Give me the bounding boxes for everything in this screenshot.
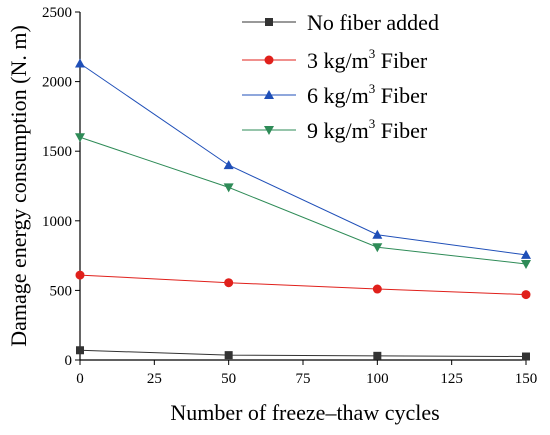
y-ticks: 0 500 1000 1500 2000 2500 xyxy=(42,5,80,369)
data-point xyxy=(224,278,234,288)
series-line xyxy=(79,349,527,358)
data-point xyxy=(372,284,382,294)
data-point xyxy=(223,160,234,170)
legend: No fiber added 3 kg/m3 Fiber 6 kg/m3 Fib… xyxy=(242,10,439,143)
legend-circle-marker xyxy=(264,55,274,65)
data-point xyxy=(372,229,383,239)
data-point xyxy=(224,351,233,360)
legend-label: 3 kg/m3 Fiber xyxy=(307,46,428,73)
series-line xyxy=(79,136,527,265)
y-tick-label: 1500 xyxy=(42,144,72,160)
legend-triangle-down-marker xyxy=(264,126,274,135)
x-tick-label: 75 xyxy=(296,371,311,387)
y-tick-label: 2500 xyxy=(42,5,72,21)
legend-item: No fiber added xyxy=(242,10,439,35)
series xyxy=(75,58,531,259)
x-axis-title: Number of freeze–thaw cycles xyxy=(170,400,439,425)
x-tick-label: 0 xyxy=(76,371,84,387)
data-point xyxy=(521,259,531,269)
data-point xyxy=(521,290,531,300)
data-point xyxy=(75,270,85,280)
legend-item: 3 kg/m3 Fiber xyxy=(242,46,428,73)
y-tick-label: 1000 xyxy=(42,214,72,230)
data-point xyxy=(372,243,383,253)
y-tick-label: 0 xyxy=(65,353,73,369)
series-line xyxy=(79,274,527,296)
series xyxy=(76,346,530,361)
plot-area: 0 25 50 75 100 125 150 0 500 1000 1500 2000 2500 xyxy=(42,5,537,387)
x-tick-label: 125 xyxy=(440,371,463,387)
y-tick-label: 2000 xyxy=(42,75,72,91)
x-tick-label: 100 xyxy=(366,371,389,387)
data-point xyxy=(522,352,530,361)
legend-label: No fiber added xyxy=(307,10,439,35)
data-point xyxy=(75,133,85,143)
x-ticks: 0 25 50 75 100 125 150 xyxy=(76,360,537,387)
data-point xyxy=(373,351,382,360)
legend-triangle-up-marker xyxy=(264,90,274,99)
y-axis-title: Damage energy consumption (N. m) xyxy=(6,25,31,347)
data-point xyxy=(76,346,84,355)
x-tick-label: 25 xyxy=(147,371,162,387)
legend-item: 9 kg/m3 Fiber xyxy=(242,116,428,143)
legend-label: 6 kg/m3 Fiber xyxy=(307,81,428,108)
series-layer xyxy=(75,58,531,361)
legend-item: 6 kg/m3 Fiber xyxy=(242,81,428,108)
data-point xyxy=(521,249,531,259)
x-tick-label: 150 xyxy=(515,371,538,387)
series xyxy=(75,270,531,300)
series xyxy=(75,133,531,269)
legend-square-marker xyxy=(265,18,273,26)
y-tick-label: 500 xyxy=(50,283,73,299)
x-tick-label: 50 xyxy=(221,371,236,387)
data-point xyxy=(75,58,85,68)
series-line xyxy=(79,63,527,256)
data-point xyxy=(223,183,234,193)
legend-label: 9 kg/m3 Fiber xyxy=(307,116,428,143)
